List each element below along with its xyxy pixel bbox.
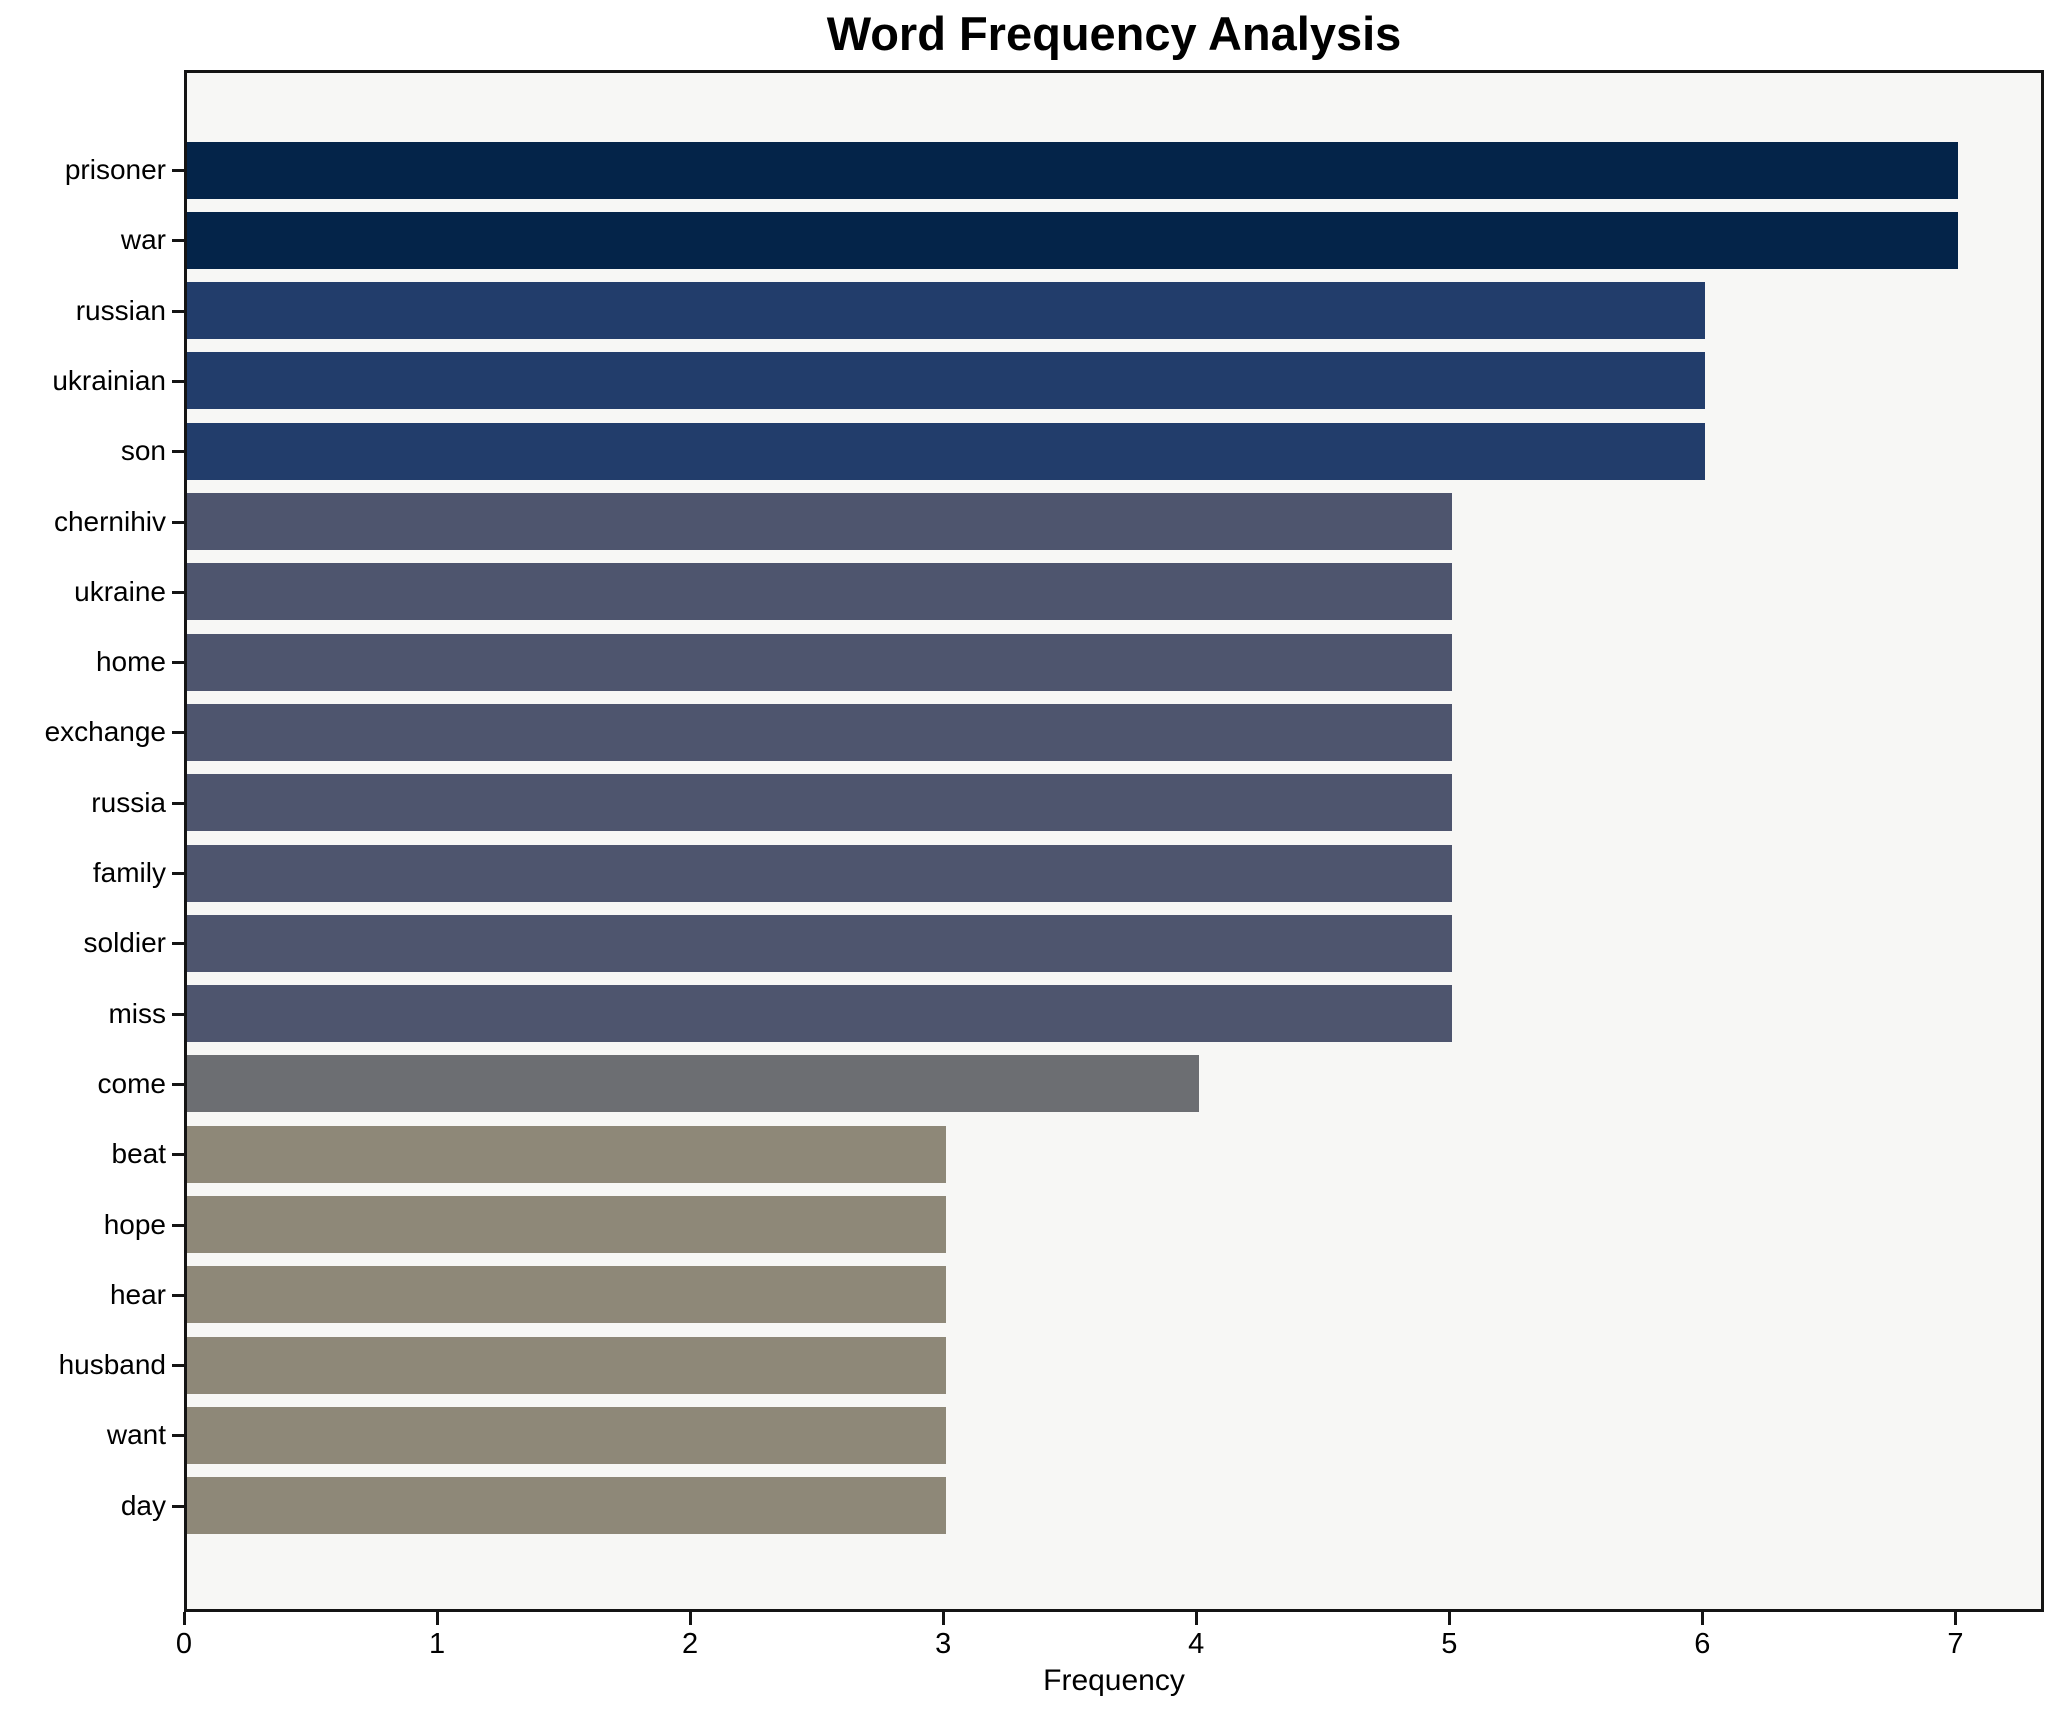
y-tick-mark	[172, 450, 184, 454]
y-tick-label-family: family	[92, 857, 166, 888]
y-tick-mark	[172, 1364, 184, 1368]
bar-family	[187, 844, 1452, 902]
y-tick-mark	[172, 1434, 184, 1438]
bar-home	[187, 633, 1452, 691]
bar-ukrainian	[187, 352, 1705, 410]
bar-come	[187, 1055, 1199, 1113]
bar-want	[187, 1406, 946, 1464]
x-tick-label-2: 2	[682, 1628, 699, 1660]
y-tick-mark	[172, 942, 184, 946]
y-tick-mark	[172, 1082, 184, 1086]
y-tick-label-chernihiv: chernihiv	[53, 505, 166, 537]
y-tick-label-ukrainian: ukrainian	[52, 364, 166, 396]
x-tick-mark	[688, 1612, 692, 1625]
bar-russian	[187, 282, 1705, 340]
x-tick-label-6: 6	[1694, 1628, 1711, 1660]
chart-title: Word Frequency Analysis	[826, 7, 1402, 60]
y-tick-mark	[172, 1012, 184, 1016]
y-tick-mark	[172, 661, 184, 665]
y-tick-mark	[172, 801, 184, 805]
x-tick-mark	[435, 1612, 439, 1625]
x-tick-label-1: 1	[428, 1628, 446, 1660]
bar-day	[187, 1477, 946, 1535]
y-tick-label-home: home	[95, 646, 166, 678]
y-tick-mark	[172, 1293, 184, 1297]
y-tick-label-ukraine: ukraine	[74, 575, 166, 607]
y-tick-mark	[172, 379, 184, 383]
x-tick-label-7: 7	[1947, 1628, 1964, 1660]
y-tick-mark	[172, 731, 184, 735]
x-tick-mark	[182, 1612, 186, 1625]
y-tick-mark	[172, 1153, 184, 1157]
bar-exchange	[187, 703, 1452, 761]
x-tick-label-3: 3	[935, 1628, 952, 1660]
bar-hear	[187, 1266, 946, 1324]
y-tick-label-hear: hear	[109, 1278, 166, 1310]
bar-war	[187, 211, 1958, 269]
y-tick-mark	[172, 1504, 184, 1508]
y-tick-label-soldier: soldier	[83, 927, 166, 959]
y-tick-mark	[172, 520, 184, 524]
y-tick-label-hope: hope	[103, 1208, 166, 1240]
bar-russia	[187, 774, 1452, 832]
x-tick-label-0: 0	[175, 1628, 193, 1660]
x-tick-label-5: 5	[1441, 1628, 1458, 1660]
x-axis-title: Frequency	[1043, 1664, 1185, 1697]
y-tick-label-beat: beat	[111, 1138, 167, 1170]
y-tick-mark	[172, 169, 184, 172]
bar-beat	[187, 1125, 946, 1183]
x-tick-mark	[1700, 1612, 1704, 1625]
x-tick-mark	[1953, 1612, 1957, 1625]
bar-hope	[187, 1196, 946, 1253]
bar-miss	[187, 985, 1452, 1043]
x-tick-label-4: 4	[1188, 1628, 1205, 1660]
y-tick-label-exchange: exchange	[44, 716, 166, 748]
y-tick-mark	[172, 872, 184, 875]
y-tick-label-son: son	[120, 435, 166, 467]
y-tick-label-war: war	[120, 224, 166, 256]
y-tick-label-come: come	[97, 1067, 166, 1099]
bar-soldier	[187, 914, 1452, 972]
y-tick-label-husband: husband	[58, 1349, 166, 1381]
bar-son	[187, 422, 1705, 480]
y-tick-mark	[172, 590, 184, 594]
plot-area	[184, 70, 2044, 1612]
bar-husband	[187, 1336, 946, 1394]
y-tick-mark	[172, 239, 184, 243]
y-tick-label-russia: russia	[91, 786, 166, 818]
x-tick-mark	[1194, 1612, 1198, 1625]
y-tick-label-day: day	[120, 1489, 166, 1521]
y-tick-mark	[172, 309, 184, 313]
x-tick-mark	[1447, 1612, 1451, 1625]
y-tick-mark	[172, 1223, 184, 1227]
y-tick-label-miss: miss	[108, 997, 166, 1029]
bar-ukraine	[187, 563, 1452, 621]
bar-chernihiv	[187, 493, 1452, 550]
y-tick-label-russian: russian	[75, 294, 166, 326]
y-tick-label-want: want	[106, 1419, 166, 1451]
bar-prisoner	[187, 141, 1958, 199]
x-tick-mark	[941, 1612, 945, 1625]
y-tick-label-prisoner: prisoner	[64, 154, 166, 185]
